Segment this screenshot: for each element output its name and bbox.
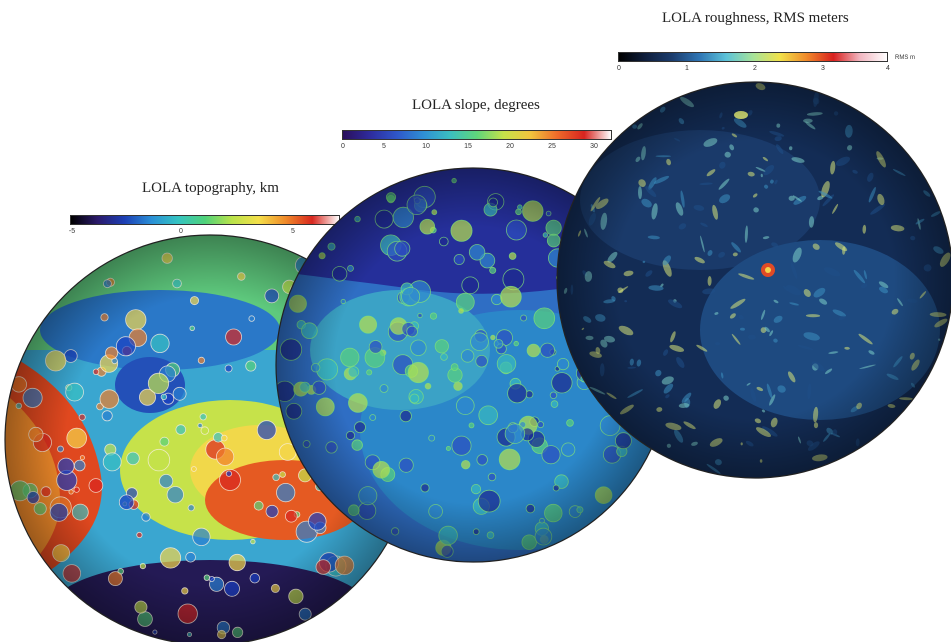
slope-tick-label: 25 <box>548 143 556 150</box>
slope-tick-label: 15 <box>464 143 472 150</box>
roughness-tick-label: 0 <box>617 65 621 72</box>
topography-tick-label: -5 <box>68 228 76 235</box>
roughness-globe <box>557 82 951 478</box>
topography-tick-label: 0 <box>179 228 183 235</box>
roughness-tick-label: 3 <box>821 65 825 72</box>
roughness-tick-label: 2 <box>753 65 757 72</box>
roughness-tick-label: 1 <box>685 65 689 72</box>
slope-tick-label: 30 <box>590 143 598 150</box>
slope-tick-label: 20 <box>506 143 514 150</box>
slope-colorbar <box>342 130 612 140</box>
roughness-unit-label: RMS m <box>895 55 915 61</box>
roughness-title: LOLA roughness, RMS meters <box>662 10 849 26</box>
slope-tick-label: 10 <box>422 143 430 150</box>
topography-tick-label: 5 <box>291 228 295 235</box>
slope-tick-label: 5 <box>382 143 386 150</box>
topography-title: LOLA topography, km <box>142 180 279 196</box>
slope-tick-label: 0 <box>341 143 345 150</box>
roughness-colorbar <box>618 52 888 62</box>
slope-title: LOLA slope, degrees <box>412 97 540 113</box>
roughness-tick-label: 4 <box>886 65 890 72</box>
